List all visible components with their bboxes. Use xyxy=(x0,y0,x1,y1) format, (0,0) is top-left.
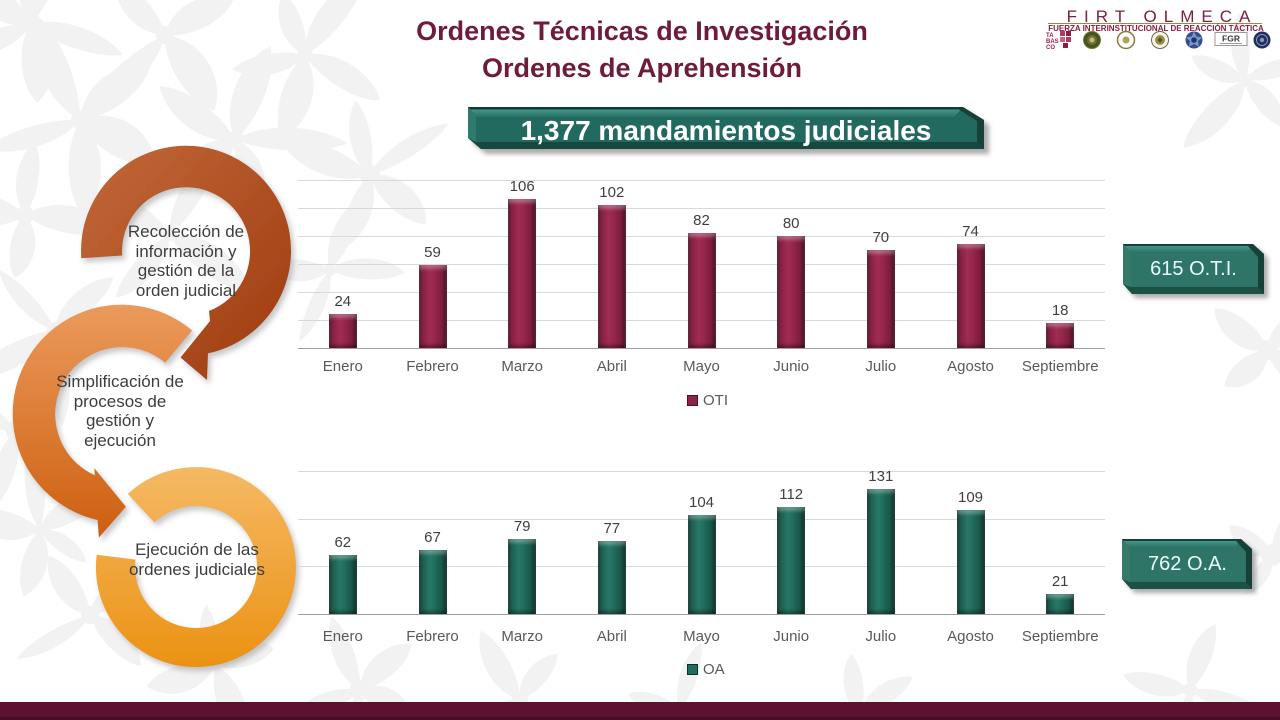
svg-text:CO: CO xyxy=(1046,45,1055,50)
svg-text:TA: TA xyxy=(1046,33,1054,39)
svg-text:FGR: FGR xyxy=(1222,33,1240,43)
svg-text:BAS: BAS xyxy=(1046,39,1059,45)
